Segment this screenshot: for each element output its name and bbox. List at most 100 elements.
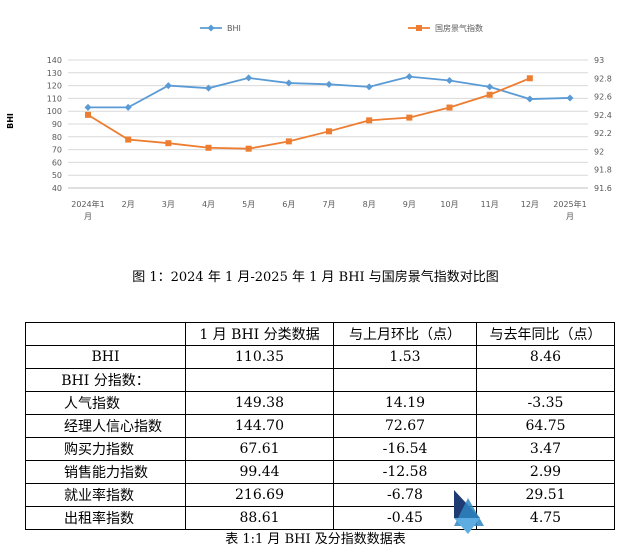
table-cell: 64.75 (476, 414, 615, 438)
y-tick-label: 100 (47, 107, 62, 116)
y-tick-label: 70 (52, 146, 62, 155)
table-cell (185, 368, 334, 392)
watermark-logo-icon (454, 490, 484, 534)
housing-index-point (165, 140, 172, 147)
x-tick-label: 2月 (122, 200, 135, 209)
table-header-cell: 与上月环比（点） (333, 322, 477, 346)
bhi-data-table: 1 月 BHI 分类数据 与上月环比（点） 与去年同比（点） BHI 110.35… (25, 322, 615, 530)
table-row: 人气指数 149.38 14.19 -3.35 (25, 391, 615, 415)
table-cell: 88.61 (185, 506, 334, 530)
y2-tick-label: 92.2 (594, 129, 612, 138)
housing-index-point (125, 136, 132, 143)
bhi-point (566, 94, 574, 102)
row-label: 就业率指数 (25, 483, 186, 507)
x-tick-label: 9月 (403, 200, 416, 209)
table-row: 购买力指数 67.61 -16.54 3.47 (25, 437, 615, 461)
table-cell: 4.75 (476, 506, 615, 530)
table-cell: -0.45 (333, 506, 477, 530)
housing-index-point (526, 75, 533, 82)
x-tick-label: 11月 (481, 200, 499, 209)
table-row: 经理人信心指数 144.70 72.67 64.75 (25, 414, 615, 438)
bhi-point (164, 82, 172, 90)
row-label: BHI (25, 345, 186, 369)
table-row: 销售能力指数 99.44 -12.58 2.99 (25, 460, 615, 484)
gridlines (68, 59, 588, 189)
table-cell: -3.35 (476, 391, 615, 415)
series-line-1 (87, 77, 531, 150)
table-cell: 99.44 (185, 460, 334, 484)
row-label: 经理人信心指数 (25, 414, 186, 438)
y2-tick-label: 92.4 (594, 111, 612, 120)
right-axis-ticks: 91.6 91.8 92 92.2 92.4 92.6 92.8 93 (594, 56, 612, 193)
row-label: 销售能力指数 (25, 460, 186, 484)
series-lines (84, 73, 574, 152)
y2-tick-label: 91.8 (594, 166, 612, 175)
bhi-point (84, 103, 92, 111)
table-cell: 3.47 (476, 437, 615, 461)
x-tick-label: 3月 (162, 200, 175, 209)
bhi-point (245, 74, 253, 82)
y2-tick-label: 93 (594, 56, 604, 65)
y-tick-label: 60 (52, 158, 62, 167)
table-cell: 14.19 (333, 391, 477, 415)
bhi-point (205, 84, 212, 92)
bhi-point (405, 73, 413, 81)
y-tick-label: 80 (52, 133, 62, 142)
table-cell: 144.70 (185, 414, 334, 438)
table-cell: 149.38 (185, 391, 334, 415)
bhi-point (285, 79, 293, 87)
housing-index-point (245, 145, 252, 152)
bhi-point (124, 103, 132, 111)
x-tick-label: 2024年1 月 (71, 199, 104, 221)
row-label: BHI 分指数： (25, 368, 186, 392)
table-caption: 表 1:1 月 BHI 及分指数数据表 (225, 532, 406, 547)
figure-caption: 图 1：2024 年 1 月-2025 年 1 月 BHI 与国房景气指数对比图 (132, 270, 499, 285)
table-row: BHI 分指数： (25, 368, 615, 392)
y2-tick-label: 92.8 (594, 74, 612, 83)
table-cell: 8.46 (476, 345, 615, 369)
housing-index-point (406, 114, 413, 121)
y-tick-label: 140 (47, 56, 62, 65)
housing-index-point (326, 128, 332, 135)
x-tick-label: 5月 (242, 200, 255, 209)
table-row: BHI 110.35 1.53 8.46 (25, 345, 615, 369)
bhi-point (486, 83, 494, 91)
table-cell: 72.67 (333, 414, 477, 438)
y2-tick-label: 92 (594, 147, 604, 156)
bhi-point (325, 80, 333, 88)
x-tick-label: 4月 (202, 200, 215, 209)
bhi-point (526, 95, 534, 103)
legend-label: 国房景气指数 (435, 23, 483, 33)
y2-tick-label: 92.6 (594, 93, 612, 102)
housing-index-point (205, 144, 212, 151)
table-cell (333, 368, 477, 392)
table-cell: 29.51 (476, 483, 615, 507)
table-header-cell: 与去年同比（点） (476, 322, 615, 346)
y-tick-label: 120 (47, 82, 62, 91)
table-header-cell: 1 月 BHI 分类数据 (185, 322, 334, 346)
row-label: 人气指数 (25, 391, 186, 415)
table-cell: -12.58 (333, 460, 477, 484)
legend-label: BHI (227, 24, 241, 33)
table-row: 出租率指数 88.61 -0.45 4.75 (25, 506, 615, 530)
x-tick-label: 6月 (282, 200, 295, 209)
legend-marker (416, 25, 422, 31)
housing-index-point (285, 138, 292, 145)
bhi-point (446, 76, 453, 84)
housing-index-point (486, 91, 493, 98)
row-label: 出租率指数 (25, 506, 186, 530)
x-tick-label: 2025年1 月 (553, 199, 586, 221)
y-tick-label: 90 (52, 120, 62, 129)
bhi-point (365, 83, 373, 91)
housing-index-point (366, 117, 373, 124)
x-tick-label: 12月 (521, 200, 539, 209)
table-header-row: 1 月 BHI 分类数据 与上月环比（点） 与去年同比（点） (25, 322, 615, 346)
y-tick-label: 50 (52, 171, 62, 180)
table-cell: 2.99 (476, 460, 615, 484)
y-tick-label: 130 (47, 69, 62, 78)
housing-index-point (85, 111, 91, 118)
table-cell: 216.69 (185, 483, 334, 507)
x-axis-ticks: 2024年1 月 2月 3月 4月 5月 6月 7月 8月 9月 10月 11月 12月 2025年1 月 (71, 199, 586, 221)
housing-index-point (446, 104, 453, 111)
table-cell (476, 368, 615, 392)
